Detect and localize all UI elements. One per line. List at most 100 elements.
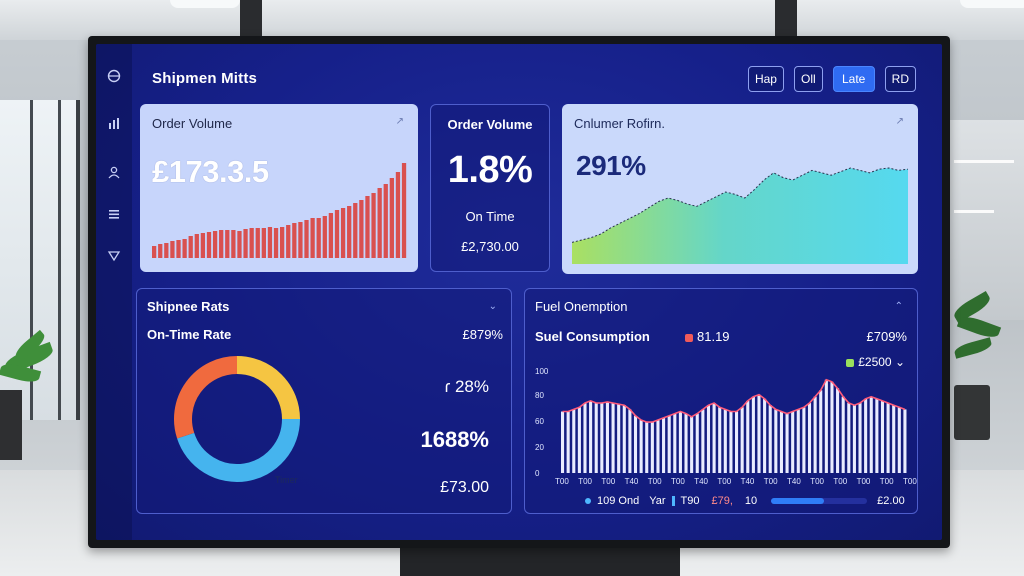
fuel-bar [858,403,862,473]
donut-slice [177,418,300,482]
monitor-stand [400,548,680,576]
order-volume-bar [292,223,297,258]
fuel-consumption-chart [561,378,907,473]
fuel-bar [768,405,772,473]
footer-item: Yar [649,495,666,507]
fuel-bar [852,405,856,473]
app-title: Shipmen Mitts [152,70,258,87]
fuel-bar [611,403,615,473]
mount-pole [240,0,262,42]
legend-swatch [685,333,693,342]
fuel-bar [701,409,705,473]
order-volume-kpi-card[interactable]: Order Volume 1.8% On Time £2,730.00 [430,104,550,272]
fuel-bar [633,415,638,473]
order-volume-bar [359,200,364,258]
legend-swatch [846,358,855,367]
amount-value: £2,730.00 [461,239,519,254]
globe-icon[interactable] [106,68,122,84]
fuel-bar [757,394,761,473]
fuel-bar [577,407,581,473]
order-volume-bar [316,218,321,258]
order-volume-bar [219,230,224,258]
order-volume-bar [170,241,175,258]
fuel-bar [605,401,609,473]
donut-slice [174,356,238,439]
fuel-bar [802,407,806,473]
fuel-bar [662,417,666,473]
order-volume-bar [389,178,394,258]
x-tick-label: T00 [671,477,685,486]
order-volume-bar [212,231,218,258]
consumer-performance-card[interactable]: Cnlumer Rofirn. ↗ 291% [562,104,918,274]
footer-amount: £2.00 [877,495,905,507]
x-tick-label: T00 [717,477,732,486]
dashboard-screen: Shipmen Mitts Hap Oll Late RD Order Volu… [96,44,942,540]
late-button[interactable]: Late [832,66,875,92]
plant-left [0,329,60,460]
order-volume-bar [152,246,157,258]
on-time-donut-chart [174,356,300,482]
list-icon[interactable] [106,206,122,222]
chevron-up-icon[interactable]: ⌃ [894,301,903,312]
fuel-bar [690,416,694,473]
order-volume-bar [340,208,346,258]
status-dot [585,498,591,504]
expand-icon[interactable]: ↗ [395,116,404,127]
fuel-bar [561,411,565,473]
order-volume-bar [206,232,212,258]
oll-button[interactable]: Oll [793,66,823,92]
order-volume-bar [353,203,358,258]
fuel-bar [841,396,845,473]
fuel-bar [656,420,660,473]
order-volume-bar [182,239,187,258]
fuel-bar [740,407,744,473]
legend-item-b[interactable]: £2500 ⌄ [846,355,905,369]
fuel-bar [763,398,767,473]
fuel-bar [903,409,907,473]
mid-percent-value: ɾ 28% [444,377,489,396]
order-volume-card[interactable]: Order Volume ↗ £173.3.5 [140,104,418,272]
x-tick-label: T00 [763,477,778,486]
fuel-bar [712,403,716,473]
fuel-bar [684,413,688,473]
card-title: Shipnee Rats [147,299,230,314]
fuel-bar [706,405,711,473]
ceiling-light [960,0,1024,8]
x-tick-label: T40 [787,477,801,486]
filter-icon[interactable] [106,248,122,264]
donut-label: Timer [275,475,298,485]
y-tick-label: 60 [535,417,544,426]
user-icon[interactable] [106,164,122,180]
order-volume-bar [280,227,285,258]
bar-chart-icon[interactable] [106,116,122,132]
hap-button[interactable]: Hap [747,66,784,92]
consumer-performance-value: 291% [576,150,646,181]
shipment-rate-card[interactable]: Shipnee Rats ⌄ On-Time Rate £879% Timer … [136,288,512,514]
order-volume-bar [322,216,327,258]
order-volume-bar [304,220,309,258]
fuel-bar [774,409,778,473]
order-volume-bar [365,196,370,258]
on-time-rate-label: On-Time Rate [147,327,232,342]
rd-button[interactable]: RD [884,66,916,92]
x-tick-label: T00 [647,477,662,486]
on-time-percent: 1.8% [447,149,533,191]
fuel-bar [886,403,890,473]
fuel-consumption-card[interactable]: Fuel Onemption ⌃ Suel Consumption 81.19 … [524,288,918,514]
order-volume-bar [328,213,334,258]
card-title: Cnlumer Rofirn. [574,116,666,131]
chevron-down-icon[interactable]: ⌄ [488,301,497,312]
on-time-label: On Time [465,209,515,224]
fuel-bar [836,388,840,473]
order-volume-bar [231,230,236,258]
fuel-bar [723,409,727,473]
top-button-bar: Hap Oll Late RD [747,66,916,92]
order-volume-bar [267,227,273,258]
expand-icon[interactable]: ↗ [895,116,904,127]
x-tick-label: T00 [601,477,616,486]
progress-fill [771,498,824,504]
order-volume-bar [194,234,199,258]
footer-item: 109 Ond [597,495,640,507]
fuel-bar [678,411,682,473]
order-volume-bar-chart [152,163,407,258]
